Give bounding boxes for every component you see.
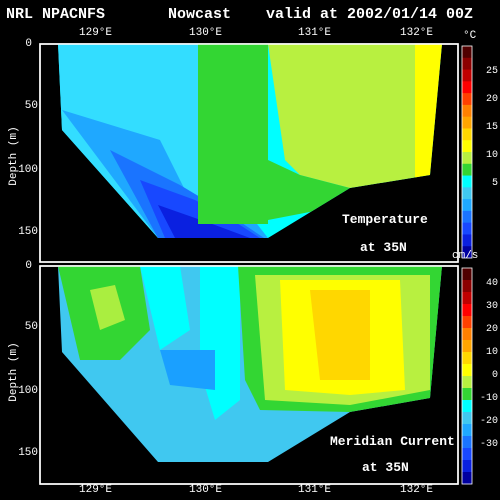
colorbar-label: -20: [479, 416, 498, 427]
temperature-colorbar: [461, 45, 473, 259]
colorbar-swatch: [462, 222, 472, 235]
colorbar-label: 10: [485, 347, 498, 358]
colorbar-swatch: [462, 199, 472, 212]
forecast-type: Nowcast: [168, 6, 232, 23]
colorbar-swatch: [462, 472, 472, 485]
depth-tick: 100: [18, 385, 38, 397]
colorbar-label: 15: [485, 122, 498, 133]
colorbar-swatch: [462, 104, 472, 118]
current-panel: [39, 265, 459, 485]
valid-time: valid at 2002/01/14 00Z: [266, 6, 474, 23]
colorbar-label: 0: [491, 370, 498, 381]
colorbar-swatch: [462, 163, 472, 177]
lon-tick: 132°E: [400, 27, 434, 39]
current-title: Meridian Current: [330, 434, 455, 449]
colorbar-label: 20: [485, 324, 498, 335]
lon-tick: 130°E: [189, 27, 223, 39]
colorbar-swatch: [462, 304, 472, 317]
temperature-panel: [39, 43, 459, 263]
lon-tick: 132°E: [400, 484, 434, 496]
colorbar-swatch: [462, 187, 472, 200]
colorbar-swatch: [462, 412, 472, 425]
depth-tick: 100: [18, 164, 38, 176]
colorbar-swatch: [462, 424, 472, 437]
current-units: cm/s: [452, 250, 479, 262]
colorbar-swatch: [462, 93, 472, 106]
temperature-field: [58, 44, 442, 238]
colorbar-swatch: [462, 292, 472, 305]
lon-tick: 129°E: [79, 484, 113, 496]
depth-tick: 150: [18, 447, 38, 459]
lon-tick: 130°E: [189, 484, 223, 496]
colorbar-swatch: [462, 57, 472, 71]
colorbar-label: 30: [485, 301, 498, 312]
colorbar-swatch: [462, 81, 472, 94]
depth-tick: 0: [25, 260, 32, 272]
colorbar-label: 5: [491, 178, 498, 189]
depth-tick: 150: [18, 226, 38, 238]
colorbar-label: 40: [485, 278, 498, 289]
current-colorbar: [461, 267, 473, 485]
colorbar-swatch: [462, 388, 472, 401]
current-latitude: at 35N: [362, 460, 409, 475]
model-name: NRL NPACNFS: [6, 6, 106, 23]
temperature-title: Temperature: [342, 212, 428, 227]
colorbar-label: 25: [485, 66, 498, 77]
lon-tick: 129°E: [79, 27, 113, 39]
colorbar-label: 20: [485, 94, 498, 105]
colorbar-swatch: [462, 175, 472, 188]
colorbar-swatch: [462, 340, 472, 353]
temperature-latitude: at 35N: [360, 240, 407, 255]
colorbar-swatch: [462, 364, 472, 377]
temperature-units: °C: [463, 30, 477, 42]
lon-tick: 131°E: [298, 27, 332, 39]
colorbar-label: -30: [479, 439, 498, 450]
colorbar-swatch: [462, 116, 472, 129]
depth-tick: 50: [24, 100, 38, 112]
colorbar-label: -10: [479, 393, 498, 404]
colorbar-swatch: [462, 328, 472, 341]
depth-tick: 0: [25, 38, 32, 50]
colorbar-swatch: [462, 376, 472, 389]
colorbar-label: 10: [485, 150, 498, 161]
colorbar-swatch: [462, 400, 472, 413]
colorbar-swatch: [462, 352, 472, 365]
colorbar-swatch: [462, 128, 472, 141]
colorbar-swatch: [462, 210, 472, 224]
colorbar-swatch: [462, 69, 472, 82]
colorbar-swatch: [462, 280, 472, 293]
colorbar-swatch: [462, 234, 472, 247]
lon-tick: 131°E: [298, 484, 332, 496]
colorbar-swatch: [462, 46, 472, 59]
colorbar-swatch: [462, 316, 472, 329]
colorbar-swatch: [462, 460, 472, 473]
colorbar-swatch: [462, 436, 472, 449]
colorbar-swatch: [462, 246, 472, 259]
colorbar-swatch: [462, 448, 472, 461]
colorbar-swatch: [462, 152, 472, 165]
colorbar-swatch: [462, 140, 472, 153]
colorbar-swatch: [462, 268, 472, 281]
depth-tick: 50: [24, 321, 38, 333]
